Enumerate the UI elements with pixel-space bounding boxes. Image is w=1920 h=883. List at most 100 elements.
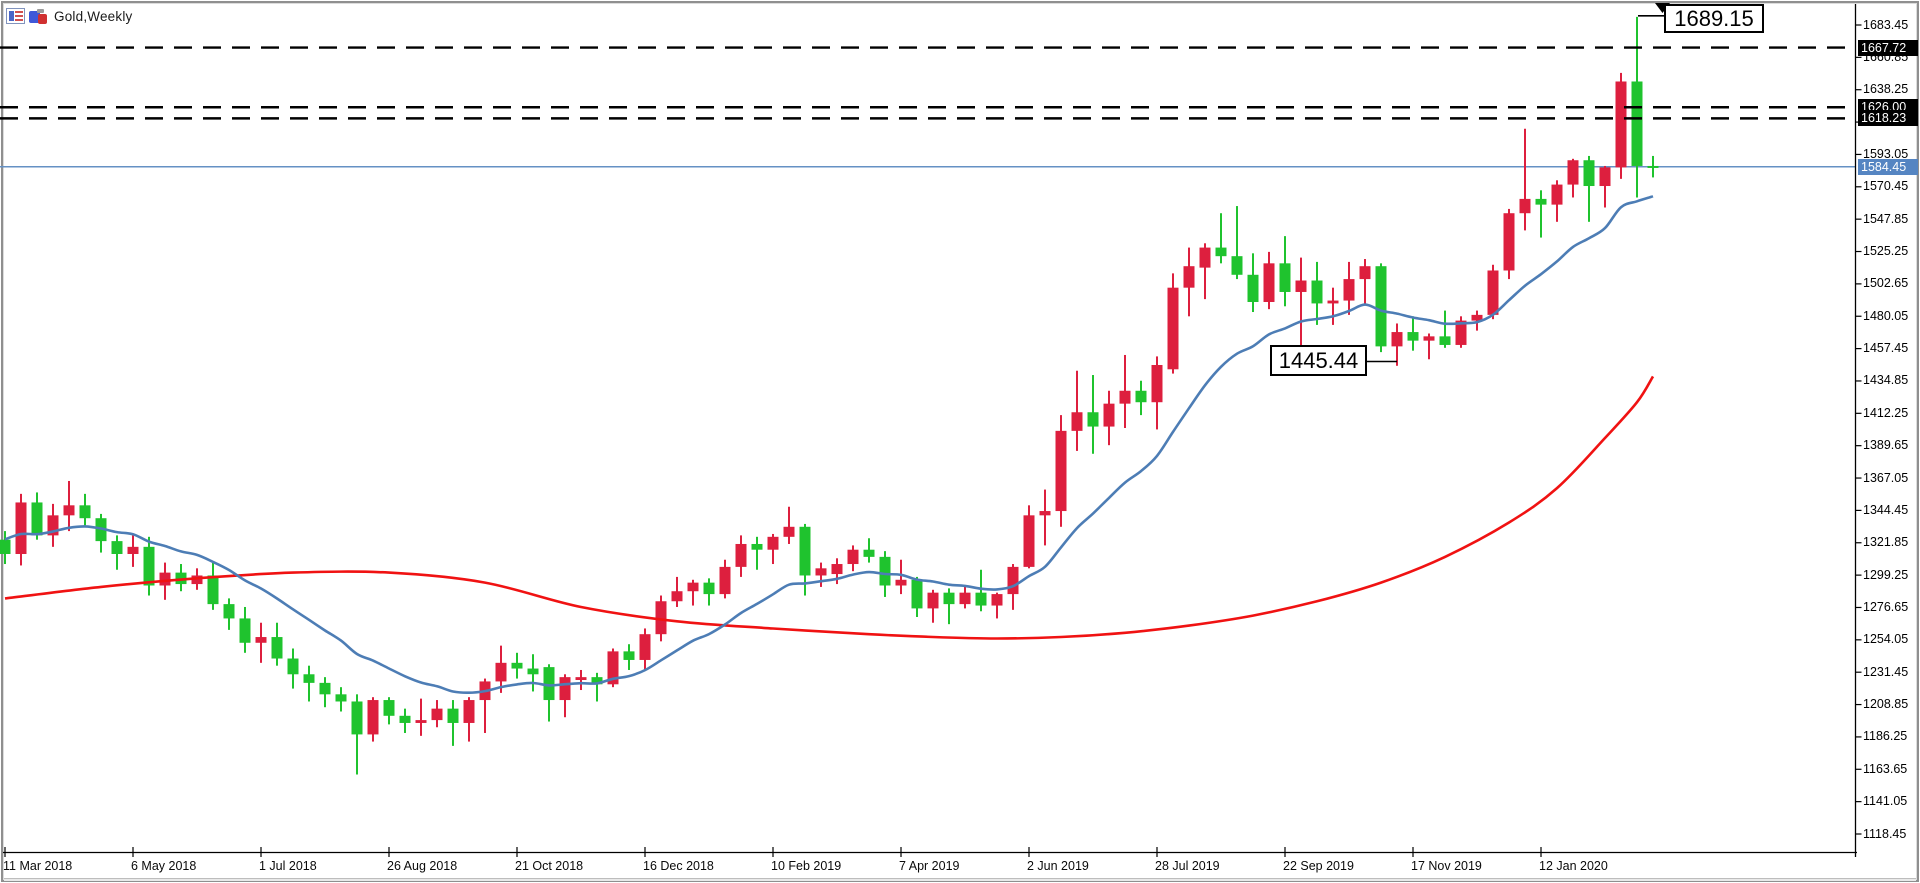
- price-tick-label: 1480.05: [1863, 308, 1909, 323]
- candle-body: [415, 720, 427, 723]
- price-tick-label: 1367.05: [1863, 470, 1909, 485]
- candle-body: [1423, 336, 1435, 341]
- candle-body: [639, 634, 651, 660]
- candle-body: [111, 541, 123, 555]
- high-price-callout-text: 1689.15: [1674, 5, 1754, 31]
- candle-body: [271, 637, 283, 659]
- price-tick-label: 1525.25: [1863, 244, 1909, 259]
- candle-body: [1071, 412, 1083, 431]
- candle-body: [127, 546, 139, 555]
- candle-body: [207, 575, 219, 605]
- candle-body: [831, 564, 843, 575]
- price-tick-label: 1163.65: [1863, 761, 1908, 776]
- candle-body: [1567, 160, 1579, 185]
- candle-body: [1087, 412, 1099, 427]
- candle-body: [543, 667, 555, 701]
- candle-body: [719, 566, 731, 595]
- symbol-timeframe-label: Gold,Weekly: [54, 8, 133, 24]
- time-tick-label: 16 Dec 2018: [643, 859, 714, 873]
- candle-body: [1391, 332, 1403, 347]
- price-axis[interactable]: 1683.451660.851638.251615.651593.051570.…: [1856, 0, 1920, 883]
- candle-body: [1199, 247, 1211, 268]
- price-tick-label: 1299.25: [1863, 567, 1909, 582]
- candle-body: [1503, 213, 1515, 271]
- chart-header: Gold,Weekly: [6, 6, 132, 26]
- candle-body: [1631, 81, 1643, 166]
- candle-body: [1439, 336, 1451, 345]
- price-tick-label: 1434.85: [1863, 373, 1909, 388]
- candle-body: [863, 549, 875, 557]
- candle-body: [63, 505, 75, 516]
- candle-body: [0, 539, 11, 555]
- candle-body: [15, 502, 27, 555]
- chart-windows-icon: [29, 8, 48, 24]
- low-price-callout[interactable]: 1445.44: [1270, 345, 1367, 376]
- candle-body: [895, 579, 907, 586]
- candle-body: [991, 594, 1003, 606]
- quotes-panel-icon: [6, 8, 25, 24]
- price-tick-label: 1502.65: [1863, 276, 1909, 291]
- candle-body: [1215, 247, 1227, 257]
- candle-body: [1007, 566, 1019, 595]
- candle-body: [1119, 390, 1131, 404]
- candle-body: [255, 637, 267, 643]
- candle-body: [1327, 300, 1339, 304]
- price-tick-label: 1638.25: [1863, 82, 1909, 97]
- candle-body: [335, 694, 347, 702]
- candle-body: [1487, 270, 1499, 315]
- candle-body: [671, 591, 683, 602]
- candle-body: [1055, 430, 1067, 512]
- candle-body: [1167, 287, 1179, 370]
- price-tick-label: 1186.25: [1863, 729, 1908, 744]
- candle-body: [159, 572, 171, 586]
- time-tick-label: 10 Feb 2019: [771, 859, 842, 873]
- candle-body: [1039, 511, 1051, 516]
- candle-body: [239, 618, 251, 643]
- window-bottom-edge: [4, 878, 1916, 881]
- candle-body: [815, 568, 827, 576]
- time-tick-label: 6 May 2018: [131, 859, 197, 873]
- price-tick-label: 1208.85: [1863, 697, 1909, 712]
- high-price-callout[interactable]: 1689.15: [1664, 4, 1764, 33]
- candle-body: [1295, 280, 1307, 292]
- candle-body: [47, 515, 59, 536]
- time-tick-label: 7 Apr 2019: [899, 859, 960, 873]
- candle-body: [1023, 515, 1035, 567]
- candle-body: [943, 592, 955, 605]
- candle-body: [1231, 256, 1243, 275]
- price-tick-label: 1321.85: [1863, 535, 1909, 550]
- candle-body: [383, 700, 395, 716]
- candle-body: [847, 549, 859, 565]
- time-tick-label: 12 Jan 2020: [1539, 859, 1608, 873]
- candle-body: [1551, 184, 1563, 205]
- candle-body: [287, 658, 299, 675]
- resistance-1-badge: 1667.72: [1858, 39, 1918, 56]
- time-axis[interactable]: 11 Mar 2018 6 May 2018 1 Jul 2018 26 Aug 20…: [0, 856, 1920, 878]
- candle-body: [1407, 332, 1419, 341]
- candle-body: [879, 556, 891, 586]
- candle-body: [1599, 167, 1611, 187]
- candle-body: [559, 677, 571, 701]
- candle-body: [623, 651, 635, 660]
- candle-body: [367, 700, 379, 735]
- price-tick-label: 1389.65: [1863, 438, 1909, 453]
- price-tick-label: 1141.05: [1863, 794, 1908, 809]
- candle-body: [959, 592, 971, 605]
- candle-body: [751, 543, 763, 550]
- candle-body: [511, 662, 523, 669]
- time-tick-label: 26 Aug 2018: [387, 859, 458, 873]
- candle-body: [79, 505, 91, 519]
- price-tick-label: 1118.45: [1863, 826, 1907, 841]
- candle-body: [223, 604, 235, 619]
- candle-body: [1263, 263, 1275, 302]
- candle-body: [495, 662, 507, 682]
- candle-body: [303, 674, 315, 683]
- candle-body: [527, 668, 539, 675]
- candle-body: [911, 579, 923, 609]
- price-tick-label: 1683.45: [1863, 17, 1909, 32]
- candle-body: [1135, 390, 1147, 403]
- price-tick-label: 1457.45: [1863, 341, 1909, 356]
- low-price-callout-text: 1445.44: [1278, 347, 1359, 373]
- time-tick-label: 22 Sep 2019: [1283, 859, 1354, 873]
